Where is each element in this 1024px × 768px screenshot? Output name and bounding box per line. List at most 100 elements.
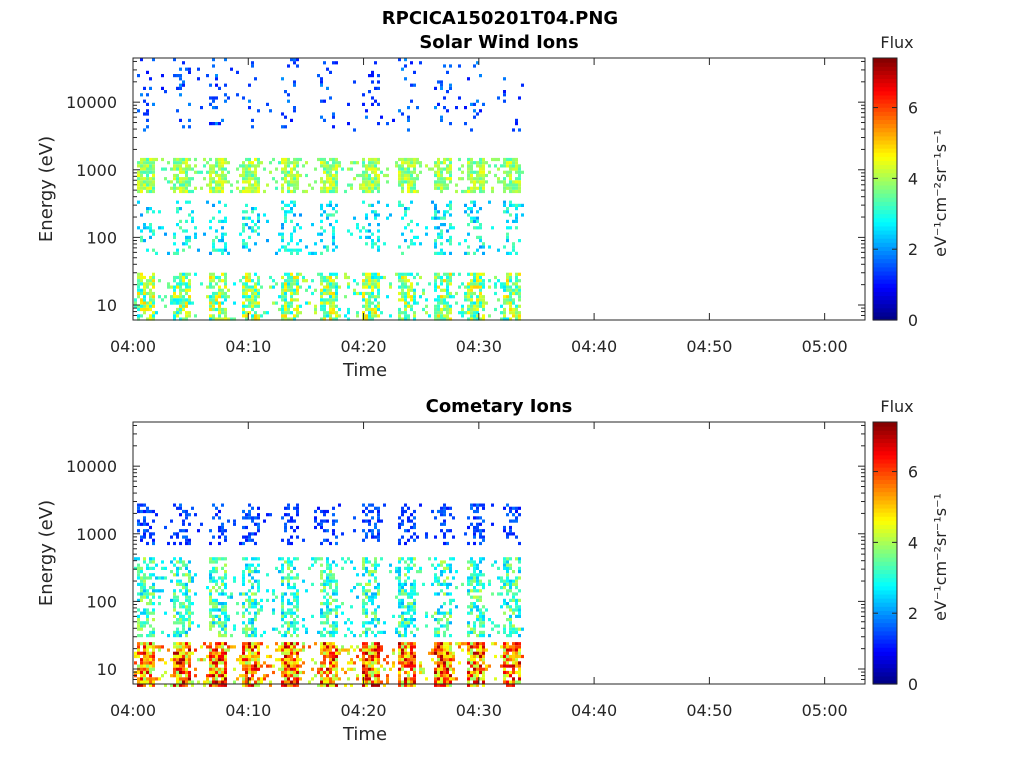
heatmap-cell <box>149 301 152 305</box>
heatmap-cell <box>290 576 293 580</box>
heatmap-cell <box>149 183 152 187</box>
heatmap-cell <box>233 522 236 526</box>
heatmap-cell <box>470 288 473 292</box>
heatmap-cell <box>446 295 449 299</box>
heatmap-cell <box>329 576 332 580</box>
colorbar-step <box>873 283 897 288</box>
heatmap-cell <box>287 664 290 668</box>
heatmap-cell <box>440 317 443 321</box>
heatmap-cell <box>440 605 443 609</box>
heatmap-cell <box>293 605 296 609</box>
heatmap-cell <box>257 295 260 299</box>
heatmap-cell <box>434 304 437 308</box>
heatmap-cell <box>446 304 449 308</box>
heatmap-cell <box>326 285 329 289</box>
heatmap-cell <box>188 621 191 625</box>
heatmap-cell <box>149 282 152 286</box>
heatmap-cell <box>281 186 284 190</box>
heatmap-cell <box>335 203 338 207</box>
heatmap-cell <box>437 509 440 514</box>
heatmap-cell <box>356 674 359 678</box>
heatmap-cell <box>371 291 374 296</box>
heatmap-cell <box>329 586 332 590</box>
heatmap-cell <box>221 667 224 671</box>
heatmap-cell <box>371 602 374 606</box>
heatmap-cell <box>374 282 377 286</box>
heatmap-cell <box>209 529 212 533</box>
heatmap-cell <box>371 598 374 602</box>
heatmap-cell <box>425 311 428 315</box>
heatmap-cell <box>332 621 335 625</box>
heatmap-cell <box>212 275 215 280</box>
heatmap-cell <box>470 207 473 211</box>
heatmap-cell <box>140 579 143 583</box>
panel-title: Solar Wind Ions <box>419 32 578 53</box>
heatmap-cell <box>320 645 323 649</box>
heatmap-cell <box>143 157 146 162</box>
heatmap-cell <box>479 529 482 533</box>
heatmap-cell <box>440 189 443 194</box>
heatmap-cell <box>506 602 509 606</box>
heatmap-cell <box>470 186 473 190</box>
heatmap-cell <box>209 670 212 675</box>
heatmap-cell <box>431 216 434 220</box>
heatmap-cell <box>479 664 482 668</box>
heatmap-cell <box>209 661 212 665</box>
heatmap-cell <box>218 576 221 580</box>
heatmap-cell <box>326 279 329 283</box>
heatmap-cell <box>269 275 272 280</box>
heatmap-cell <box>320 180 323 184</box>
heatmap-cell <box>212 670 215 675</box>
heatmap-cell <box>332 189 335 194</box>
heatmap-cell <box>146 317 149 321</box>
heatmap-cell <box>362 598 365 602</box>
heatmap-cell <box>440 667 443 671</box>
heatmap-cell <box>320 522 323 526</box>
colorbar-step <box>873 295 897 301</box>
heatmap-cell <box>470 219 473 223</box>
heatmap-cell <box>218 291 221 296</box>
heatmap-cell <box>212 279 215 283</box>
heatmap-cell <box>512 570 515 574</box>
heatmap-cell <box>287 573 290 577</box>
heatmap-cell <box>515 602 518 606</box>
heatmap-cell <box>176 595 179 599</box>
heatmap-cell <box>398 167 401 171</box>
heatmap-cell <box>443 314 446 318</box>
heatmap-cell <box>332 207 335 211</box>
heatmap-cell <box>296 307 299 312</box>
heatmap-cell <box>236 677 239 681</box>
heatmap-cell <box>221 648 224 652</box>
heatmap-cell <box>323 189 326 194</box>
heatmap-cell <box>212 598 215 602</box>
heatmap-cell <box>383 242 386 246</box>
heatmap-cell <box>506 674 509 678</box>
heatmap-cell <box>326 576 329 580</box>
heatmap-cell <box>146 285 149 289</box>
heatmap-cell <box>404 226 407 230</box>
heatmap-cell <box>470 579 473 583</box>
heatmap-cell <box>407 570 410 574</box>
heatmap-cell <box>374 576 377 580</box>
heatmap-cell <box>293 661 296 665</box>
heatmap-cell <box>212 307 215 312</box>
heatmap-cell <box>467 589 470 593</box>
heatmap-cell <box>356 645 359 649</box>
heatmap-cell <box>302 661 305 665</box>
heatmap-cell <box>371 667 374 671</box>
heatmap-cell <box>443 304 446 308</box>
heatmap-cell <box>173 573 176 577</box>
colorbar-step <box>873 573 897 579</box>
heatmap-cell <box>146 608 149 612</box>
heatmap-cell <box>437 658 440 662</box>
heatmap-cell <box>458 645 461 649</box>
heatmap-cell <box>410 661 413 665</box>
heatmap-cell <box>293 282 296 286</box>
heatmap-cell <box>374 683 377 687</box>
heatmap-cell <box>410 307 413 312</box>
colorbar-step <box>873 160 897 166</box>
heatmap-cell <box>179 621 182 625</box>
heatmap-cell <box>449 275 452 280</box>
heatmap-cell <box>266 589 269 593</box>
